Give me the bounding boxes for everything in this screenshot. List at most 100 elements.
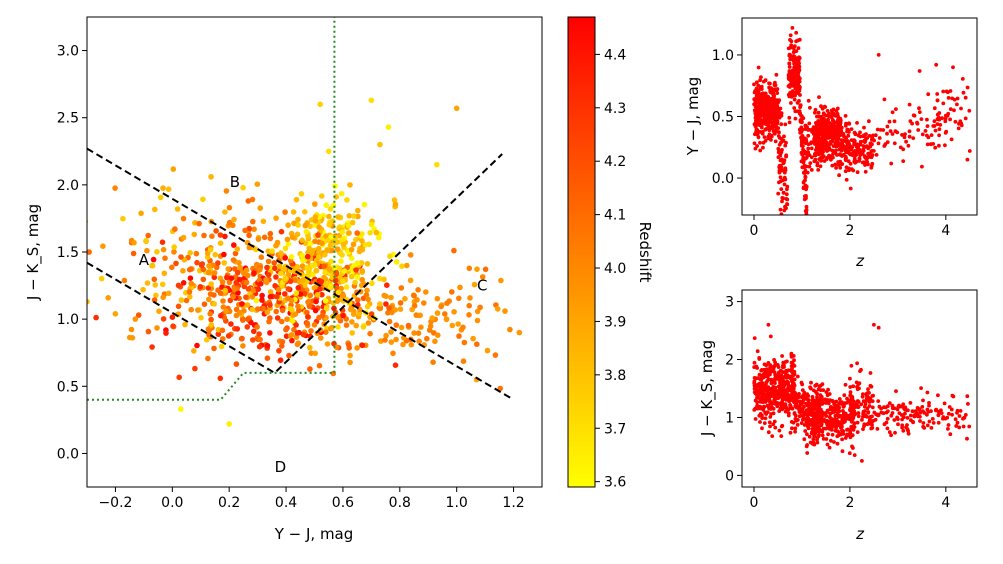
data-point: [920, 164, 924, 169]
x-tick-label: 0: [750, 223, 759, 239]
data-point: [391, 197, 398, 203]
data-point: [825, 442, 830, 447]
data-point: [460, 358, 467, 365]
data-point: [776, 112, 780, 117]
data-point: [850, 151, 855, 156]
data-point: [828, 415, 832, 420]
data-point: [905, 427, 910, 432]
data-point: [299, 237, 306, 244]
data-point: [764, 126, 769, 131]
data-point: [265, 272, 272, 278]
data-point: [950, 96, 955, 101]
data-point: [340, 292, 347, 299]
data-point: [836, 121, 841, 125]
data-point: [378, 338, 384, 344]
data-point: [308, 350, 315, 357]
data-point: [809, 386, 813, 391]
data-point: [387, 253, 393, 259]
data-point: [258, 281, 264, 287]
data-point: [364, 303, 371, 310]
data-point: [303, 228, 310, 235]
data-point: [194, 259, 200, 266]
data-point: [951, 65, 955, 70]
data-point: [312, 307, 319, 314]
data-point: [288, 253, 295, 260]
data-point: [451, 247, 457, 254]
bottom-right-x-axis-label: z: [855, 525, 865, 543]
data-point: [806, 98, 811, 103]
data-point: [838, 159, 843, 164]
data-point: [193, 250, 200, 257]
data-point: [777, 409, 782, 413]
data-point: [194, 342, 200, 349]
bottom-right-scatter-panel: 0 2 4 0 1 2 3 z J − K_S, mag: [698, 289, 978, 543]
data-point: [882, 144, 887, 148]
data-point: [965, 394, 970, 399]
data-point: [259, 292, 265, 299]
data-point: [423, 289, 429, 295]
data-point: [175, 303, 182, 310]
data-point: [879, 406, 883, 411]
data-point: [815, 440, 820, 445]
data-point: [770, 380, 775, 385]
data-point: [251, 270, 257, 277]
data-point: [826, 424, 830, 429]
y-tick-label: 2: [725, 353, 734, 369]
data-point: [343, 322, 350, 329]
data-point: [359, 247, 366, 253]
data-point: [937, 143, 941, 148]
data-point: [879, 410, 884, 415]
data-point: [301, 290, 308, 297]
data-point: [764, 395, 769, 399]
data-point: [197, 284, 204, 290]
data-point: [925, 142, 930, 147]
data-point: [794, 56, 799, 61]
data-point: [774, 118, 779, 123]
data-point: [785, 184, 790, 189]
data-point: [755, 80, 759, 85]
data-point: [887, 119, 892, 124]
data-point: [871, 133, 875, 138]
y-tick-label: 0.5: [57, 379, 79, 395]
x-tick-label: 1.2: [502, 495, 524, 511]
data-point: [316, 224, 322, 230]
data-point: [218, 343, 225, 350]
data-point: [933, 128, 938, 133]
data-point: [442, 311, 448, 317]
data-point: [816, 412, 820, 417]
data-point: [855, 361, 859, 366]
colorbar-tick-label: 3.7: [604, 421, 626, 437]
data-point: [333, 194, 340, 200]
colorbar-tick-label: 4.4: [604, 47, 626, 63]
data-point: [434, 310, 441, 316]
data-point: [191, 231, 198, 238]
data-point: [757, 94, 762, 99]
data-point: [863, 414, 868, 418]
data-point: [954, 424, 959, 428]
data-point: [178, 297, 185, 303]
data-point: [471, 281, 478, 288]
data-point: [835, 429, 840, 434]
data-point: [855, 170, 860, 175]
data-point: [805, 217, 809, 221]
data-point: [961, 424, 966, 429]
data-point: [217, 240, 224, 246]
data-point: [945, 415, 950, 420]
data-point: [160, 246, 167, 253]
data-point: [359, 342, 366, 349]
data-point: [349, 330, 356, 336]
data-point: [845, 396, 849, 401]
region-label-c: C: [477, 277, 487, 295]
data-point: [208, 316, 214, 323]
data-point: [334, 246, 341, 252]
data-point: [386, 318, 393, 325]
data-point: [209, 233, 215, 239]
data-point: [415, 287, 421, 293]
data-point: [897, 403, 901, 408]
data-point: [776, 191, 781, 196]
data-point: [327, 206, 334, 212]
data-point: [901, 147, 906, 152]
data-point: [778, 179, 783, 184]
data-point: [769, 133, 774, 138]
data-point: [835, 106, 840, 111]
